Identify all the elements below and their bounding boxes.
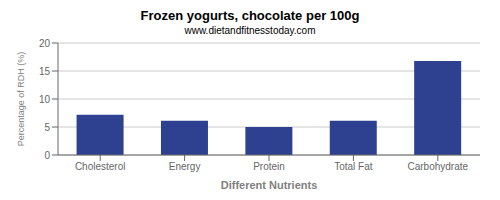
svg-text:Percentage of RDH (%): Percentage of RDH (%) [16, 52, 26, 147]
svg-text:10: 10 [39, 94, 51, 105]
svg-text:15: 15 [39, 66, 51, 77]
html-text:www.dietandfitnesstoday.com: www.dietandfitnesstoday.com [184, 25, 316, 36]
svg-text:Different Nutrients: Different Nutrients [221, 179, 318, 189]
svg-text:Total Fat: Total Fat [334, 161, 373, 172]
svg-text:Protein: Protein [253, 161, 285, 172]
svg-text:Cholesterol: Cholesterol [75, 161, 126, 172]
svg-text:Energy: Energy [169, 161, 201, 172]
svg-text:0: 0 [44, 150, 50, 161]
svg-text:Carbohydrate: Carbohydrate [408, 161, 469, 172]
svg-text:20: 20 [39, 38, 51, 49]
svg-text:5: 5 [44, 122, 50, 133]
html-text:Frozen yogurts, chocolate per: Frozen yogurts, chocolate per 100g [140, 8, 360, 23]
